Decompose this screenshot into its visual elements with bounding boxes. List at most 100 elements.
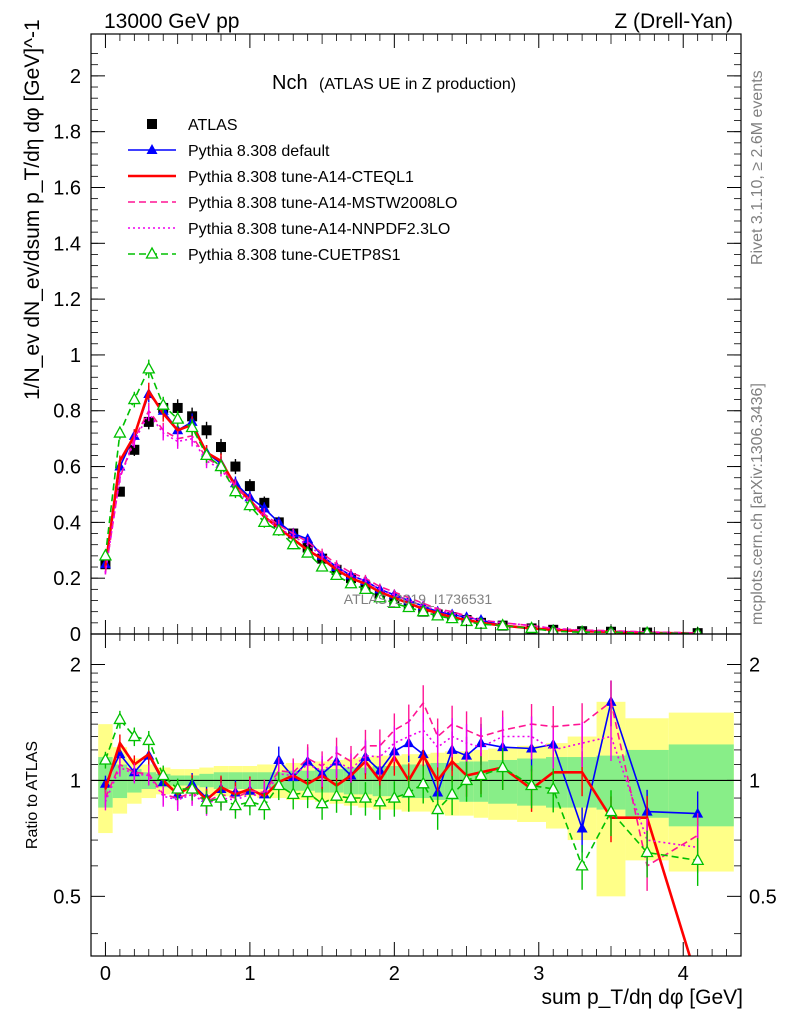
band-green bbox=[546, 757, 568, 808]
data-point bbox=[315, 796, 329, 809]
ratio-y-tick-label: 0.5 bbox=[749, 886, 777, 908]
data-point bbox=[402, 785, 416, 798]
data-point bbox=[199, 448, 214, 461]
data-point bbox=[431, 802, 445, 815]
data-point bbox=[576, 822, 588, 833]
data-point bbox=[214, 459, 228, 472]
legend-label: ATLAS bbox=[188, 117, 238, 134]
data-point bbox=[185, 420, 199, 433]
legend-entry: Pythia 8.308 tune-CUETP8S1 bbox=[128, 246, 401, 264]
data-point bbox=[244, 481, 255, 492]
data-point bbox=[272, 778, 286, 791]
legend-marker-swatch bbox=[146, 144, 158, 154]
data-point bbox=[286, 787, 300, 800]
data-point bbox=[496, 618, 510, 631]
data-point bbox=[142, 733, 156, 746]
data-point bbox=[344, 576, 358, 589]
legend: ATLAS Pythia 8.308 default Pythia 8.308 tu… bbox=[128, 117, 457, 264]
ratio-y-tick-label: 2 bbox=[70, 654, 81, 676]
data-point bbox=[640, 845, 654, 858]
data-point bbox=[127, 729, 141, 742]
header-left-label: 13000 GeV pp bbox=[104, 10, 239, 33]
chart-subtitle: (ATLAS UE in Z production) bbox=[319, 76, 516, 93]
legend-entry: Pythia 8.308 tune-A14-CTEQL1 bbox=[128, 169, 414, 186]
data-point bbox=[301, 545, 315, 558]
series-line bbox=[104, 729, 698, 849]
data-point bbox=[243, 498, 257, 511]
data-point bbox=[258, 502, 270, 513]
header-right-label: Z (Drell-Yan) bbox=[614, 10, 733, 33]
series-line bbox=[104, 740, 692, 956]
legend-label: Pythia 8.308 tune-CUETP8S1 bbox=[188, 247, 401, 264]
legend-entry: Pythia 8.308 tune-A14-NNPDF2.3LO bbox=[128, 221, 450, 238]
analysis-watermark: ATLAS_2019_I1736531 bbox=[344, 591, 493, 607]
data-point bbox=[185, 781, 199, 794]
data-point bbox=[546, 781, 560, 794]
data-point bbox=[243, 794, 257, 807]
data-point bbox=[171, 781, 185, 794]
data-point bbox=[604, 804, 618, 817]
series-pythia-8-308-tune-cuetp8s1 bbox=[98, 710, 705, 890]
band-green bbox=[387, 766, 402, 797]
data-point bbox=[143, 416, 154, 427]
series-line bbox=[104, 409, 698, 634]
data-point bbox=[445, 787, 459, 800]
data-point bbox=[142, 361, 156, 374]
x-tick-label: 2 bbox=[389, 963, 400, 985]
data-point bbox=[171, 411, 185, 424]
data-point bbox=[387, 790, 401, 803]
data-point bbox=[459, 773, 474, 786]
x-tick-label: 3 bbox=[533, 963, 544, 985]
data-point bbox=[272, 523, 286, 536]
ratio-y-tick-label: 1 bbox=[749, 770, 760, 792]
legend-label: Pythia 8.308 tune-A14-CTEQL1 bbox=[188, 169, 414, 186]
ratio-series-group bbox=[98, 680, 705, 956]
band-green bbox=[668, 744, 734, 827]
ratio-y-tick-label: 2 bbox=[749, 654, 760, 676]
main-y-tick-label: 1.6 bbox=[53, 177, 81, 199]
data-point bbox=[129, 444, 140, 455]
legend-marker-swatch bbox=[145, 246, 159, 259]
series-line bbox=[104, 700, 699, 868]
main-y-axis-label: 1/N_ev dN_ev/dsum p_T/dη dφ [GeV]^-1 bbox=[21, 19, 44, 400]
data-point bbox=[315, 559, 329, 572]
main-y-tick-label: 0.8 bbox=[53, 401, 81, 423]
data-point bbox=[524, 621, 539, 634]
main-y-tick-label: 1.4 bbox=[53, 233, 81, 255]
data-point bbox=[329, 568, 344, 581]
data-point bbox=[474, 768, 488, 781]
data-point bbox=[156, 397, 170, 410]
legend-label: Pythia 8.308 default bbox=[188, 143, 330, 160]
main-series-group bbox=[98, 359, 703, 634]
data-point bbox=[329, 788, 344, 801]
data-point bbox=[228, 798, 243, 811]
ratio-y-tick-label: 1 bbox=[70, 770, 81, 792]
x-tick-label: 0 bbox=[100, 963, 111, 985]
data-point bbox=[524, 778, 539, 791]
data-point bbox=[216, 442, 226, 453]
legend-entry: ATLAS bbox=[147, 117, 238, 134]
legend-entry: Pythia 8.308 default bbox=[128, 143, 330, 160]
series-line bbox=[104, 388, 698, 634]
legend-entry: Pythia 8.308 tune-A14-MSTW2008LO bbox=[128, 195, 457, 212]
data-point bbox=[257, 798, 271, 811]
rivet-version-label: Rivet 3.1.10, ≥ 2.6M events bbox=[749, 70, 766, 265]
data-point bbox=[214, 790, 228, 803]
data-point bbox=[230, 461, 241, 472]
data-point bbox=[402, 600, 416, 613]
main-y-tick-label: 0.2 bbox=[53, 568, 81, 590]
data-point bbox=[358, 790, 373, 803]
data-point bbox=[373, 794, 387, 807]
main-y-tick-label: 0.6 bbox=[53, 457, 81, 479]
data-point bbox=[98, 548, 113, 561]
data-point bbox=[156, 768, 170, 781]
data-point bbox=[373, 590, 387, 603]
data-point bbox=[691, 853, 705, 866]
data-point bbox=[496, 760, 510, 773]
data-point bbox=[113, 425, 127, 438]
data-point bbox=[114, 486, 125, 497]
legend-label: Pythia 8.308 tune-A14-NNPDF2.3LO bbox=[188, 221, 450, 238]
main-y-tick-label: 0 bbox=[70, 624, 81, 646]
